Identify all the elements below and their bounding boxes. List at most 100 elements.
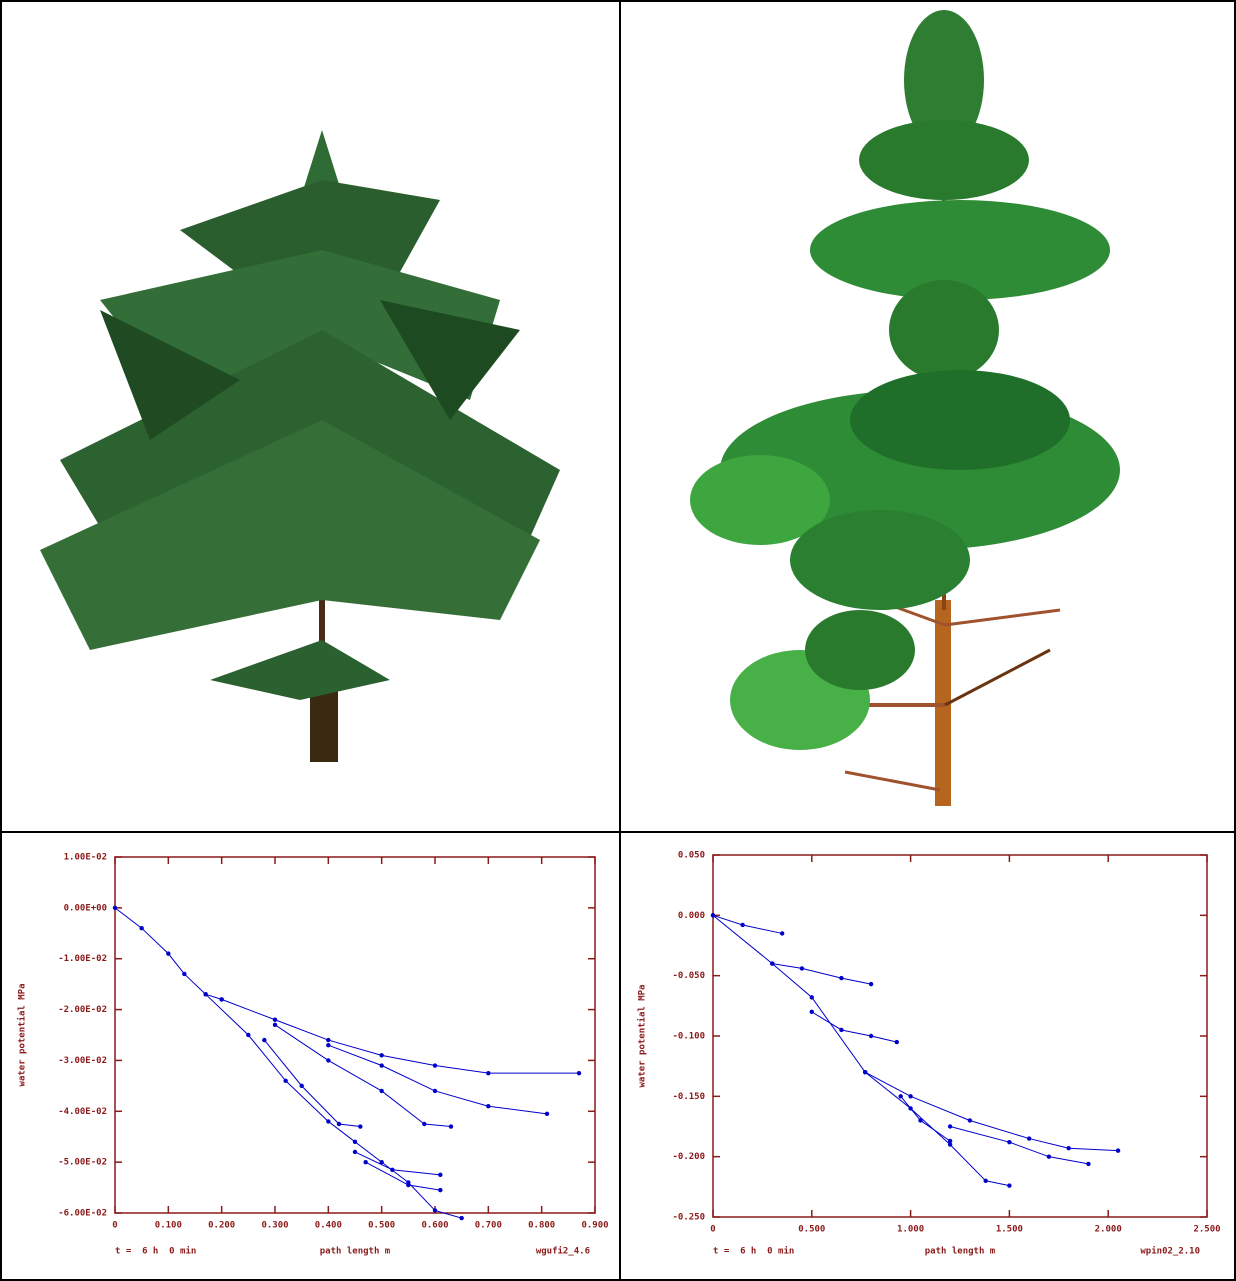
data-point	[869, 982, 873, 986]
y-tick-label: -0.150	[672, 1092, 705, 1102]
data-point	[1116, 1148, 1120, 1152]
data-point	[810, 1010, 814, 1014]
x-axis-label: path length m	[925, 1247, 996, 1257]
x-tick-label: 2.000	[1095, 1225, 1122, 1235]
data-point	[895, 1040, 899, 1044]
y-axis-label: water potential MPa	[17, 984, 28, 1087]
data-point	[780, 931, 784, 935]
data-point	[486, 1071, 490, 1075]
data-point	[740, 923, 744, 927]
y-tick-label: -0.250	[672, 1213, 705, 1223]
x-axis-label: path length m	[320, 1247, 391, 1257]
y-tick-label: 1.00E-02	[64, 853, 107, 863]
data-point	[810, 995, 814, 999]
page: 00.1000.2000.3000.4000.5000.6000.7000.80…	[0, 0, 1236, 1281]
data-point	[363, 1160, 367, 1164]
y-tick-label: 0.050	[678, 851, 705, 861]
y-tick-label: -3.00E-02	[58, 1056, 107, 1066]
x-tick-label: 0.800	[528, 1221, 555, 1231]
data-point	[326, 1119, 330, 1123]
data-point	[262, 1038, 266, 1042]
data-point	[459, 1216, 463, 1220]
data-point	[1007, 1183, 1011, 1187]
data-point	[863, 1070, 867, 1074]
footer-left: t = 6 h 0 min	[115, 1246, 196, 1257]
data-point	[273, 1023, 277, 1027]
data-point	[283, 1079, 287, 1083]
x-tick-label: 0.400	[315, 1221, 342, 1231]
y-tick-label: -1.00E-02	[58, 954, 107, 964]
data-point	[839, 976, 843, 980]
data-point	[379, 1063, 383, 1067]
y-tick-label: -4.00E-02	[58, 1107, 107, 1117]
data-point	[182, 972, 186, 976]
y-tick-label: 0.000	[678, 911, 705, 921]
data-point	[968, 1118, 972, 1122]
data-point	[246, 1033, 250, 1037]
data-point	[1086, 1162, 1090, 1166]
data-point	[353, 1150, 357, 1154]
data-point	[273, 1018, 277, 1022]
y-tick-label: -0.050	[672, 971, 705, 981]
x-tick-label: 0.300	[261, 1221, 288, 1231]
data-point	[166, 951, 170, 955]
x-tick-label: 0.100	[155, 1221, 182, 1231]
y-tick-label: -0.100	[672, 1032, 705, 1042]
x-tick-label: 2.500	[1193, 1225, 1220, 1235]
data-point	[379, 1053, 383, 1057]
data-point	[406, 1183, 410, 1187]
y-tick-label: -2.00E-02	[58, 1005, 107, 1015]
data-point	[1007, 1140, 1011, 1144]
y-tick-label: -0.200	[672, 1152, 705, 1162]
data-point	[299, 1084, 303, 1088]
data-point	[353, 1140, 357, 1144]
data-point	[1047, 1154, 1051, 1158]
data-point	[379, 1089, 383, 1093]
data-point	[433, 1089, 437, 1093]
data-point	[358, 1124, 362, 1128]
y-tick-label: -6.00E-02	[58, 1209, 107, 1219]
data-point	[433, 1208, 437, 1212]
x-tick-label: 0.900	[581, 1221, 608, 1231]
x-tick-label: 0.200	[208, 1221, 235, 1231]
data-point	[486, 1104, 490, 1108]
x-tick-label: 0	[112, 1221, 117, 1231]
data-point	[545, 1112, 549, 1116]
y-tick-label: 0.00E+00	[64, 903, 107, 913]
x-tick-label: 0.500	[368, 1221, 395, 1231]
data-point	[899, 1094, 903, 1098]
y-tick-label: -5.00E-02	[58, 1158, 107, 1168]
data-point	[1066, 1146, 1070, 1150]
data-point	[983, 1179, 987, 1183]
data-point	[711, 913, 715, 917]
data-point	[839, 1028, 843, 1032]
footer-right: wpin02_2.10	[1140, 1246, 1200, 1257]
data-point	[770, 961, 774, 965]
data-point	[422, 1122, 426, 1126]
data-point	[908, 1094, 912, 1098]
data-point	[800, 966, 804, 970]
x-tick-label: 0	[710, 1225, 715, 1235]
data-point	[326, 1058, 330, 1062]
y-axis-label: water potential MPa	[637, 985, 648, 1088]
x-tick-label: 1.500	[996, 1225, 1023, 1235]
data-point	[390, 1168, 394, 1172]
data-point	[918, 1118, 922, 1122]
data-point	[948, 1139, 952, 1143]
data-point	[203, 992, 207, 996]
x-tick-label: 1.000	[897, 1225, 924, 1235]
data-point	[1027, 1136, 1031, 1140]
x-tick-label: 0.700	[475, 1221, 502, 1231]
footer-right: wgufi2_4.6	[536, 1246, 590, 1257]
data-point	[577, 1071, 581, 1075]
data-point	[219, 997, 223, 1001]
data-point	[139, 926, 143, 930]
data-point	[337, 1122, 341, 1126]
x-tick-label: 0.500	[798, 1225, 825, 1235]
data-point	[433, 1063, 437, 1067]
data-point	[948, 1124, 952, 1128]
data-point	[869, 1034, 873, 1038]
data-point	[113, 906, 117, 910]
data-point	[438, 1173, 442, 1177]
data-point	[326, 1043, 330, 1047]
